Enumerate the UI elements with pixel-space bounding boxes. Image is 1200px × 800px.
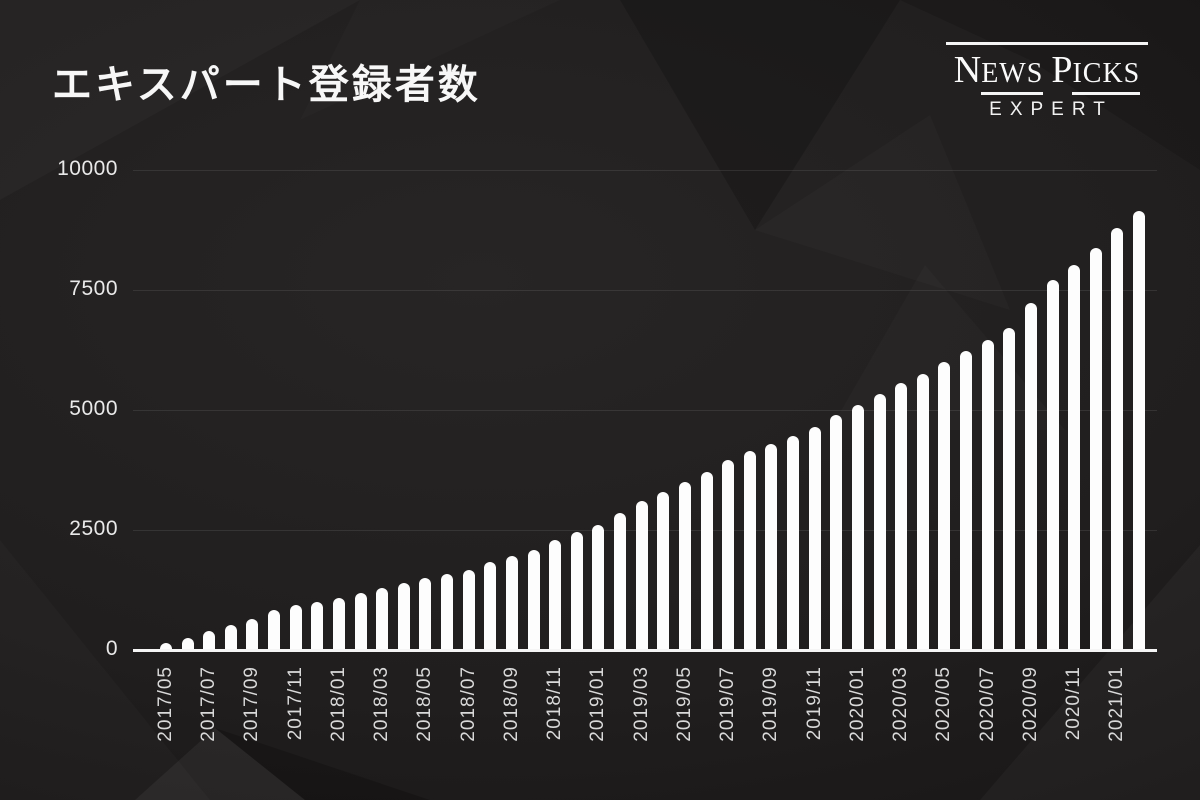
bar [505, 555, 518, 652]
bar [1089, 247, 1102, 652]
bar [700, 472, 713, 652]
bar [462, 570, 475, 652]
y-tick-label: 0 [105, 637, 118, 661]
bar [808, 426, 821, 652]
bar [224, 625, 237, 652]
x-axis-line [133, 649, 1157, 652]
bar [376, 588, 389, 652]
x-tick-label: 2019/11 [803, 666, 825, 741]
bar [354, 592, 367, 652]
bar [851, 405, 864, 652]
bar [960, 350, 973, 652]
x-tick-label: 2021/01 [1106, 666, 1128, 742]
bar [268, 610, 281, 652]
bar [592, 525, 605, 652]
x-tick-label: 2018/09 [500, 666, 522, 742]
bar [678, 482, 691, 652]
bar [1111, 228, 1124, 652]
y-tick-label: 7500 [69, 277, 118, 301]
logo-word: NEWS [954, 50, 1044, 98]
logo-wordmark: NEWS PICKS [946, 50, 1148, 96]
x-tick-label: 2017/05 [155, 666, 176, 742]
bar [570, 532, 583, 652]
logo-word: PICKS [1051, 50, 1141, 98]
x-tick-label: 2020/01 [846, 666, 868, 742]
bar [657, 491, 670, 652]
bar [332, 597, 345, 652]
bar [1133, 210, 1145, 652]
bar [743, 450, 756, 652]
page-title: エキスパート登録者数 [52, 63, 481, 107]
x-tick-label: 2017/07 [198, 666, 220, 742]
bar [181, 637, 194, 652]
bar [873, 394, 886, 652]
gridline [133, 410, 1157, 411]
x-tick-label: 2019/07 [717, 666, 739, 742]
bar [419, 578, 432, 652]
bar [1024, 302, 1037, 652]
bar [484, 562, 497, 652]
y-tick-label: 2500 [69, 517, 118, 541]
bar [938, 362, 951, 652]
bar [916, 373, 929, 652]
bar [246, 618, 259, 652]
x-tick-label: 2020/05 [933, 666, 955, 742]
bar [830, 414, 843, 652]
bar [441, 573, 454, 652]
x-tick-label: 2018/05 [414, 666, 436, 742]
gridline [133, 170, 1157, 171]
bar [527, 550, 540, 652]
x-tick-label: 2018/03 [371, 666, 393, 742]
bar [160, 642, 172, 652]
x-tick-label: 2018/01 [327, 666, 349, 742]
logo-subtext: EXPERT [989, 99, 1113, 120]
bar [614, 513, 627, 652]
x-tick-label: 2019/01 [587, 666, 609, 742]
y-tick-label: 5000 [69, 397, 118, 421]
bar [203, 630, 216, 652]
x-tick-label: 2020/11 [1063, 666, 1085, 741]
bar [1068, 264, 1081, 652]
bar [722, 460, 735, 652]
bar [895, 383, 908, 652]
gridline [133, 290, 1157, 291]
bar [787, 436, 800, 652]
bar [1046, 280, 1059, 652]
bar [981, 340, 994, 652]
x-tick-label: 2019/05 [673, 666, 695, 742]
bar [311, 601, 324, 652]
x-tick-label: 2019/09 [760, 666, 782, 742]
bar [635, 501, 648, 652]
x-tick-label: 2018/07 [457, 666, 479, 742]
x-tick-label: 2020/03 [890, 666, 912, 742]
bar [765, 443, 778, 652]
logo-top-rule [946, 42, 1148, 45]
y-tick-label: 10000 [57, 157, 118, 181]
bar [1003, 327, 1016, 652]
x-tick-label: 2017/11 [284, 666, 306, 741]
x-tick-label: 2020/09 [1019, 666, 1041, 742]
x-tick-label: 2019/03 [630, 666, 652, 742]
bar [549, 539, 562, 652]
bar [289, 604, 302, 652]
x-tick-label: 2017/09 [241, 666, 263, 742]
bar [397, 583, 410, 652]
x-tick-label: 2020/07 [976, 666, 998, 742]
newspicks-logo: NEWS PICKS EXPERT [946, 42, 1148, 121]
x-tick-label: 2018/11 [544, 666, 566, 741]
